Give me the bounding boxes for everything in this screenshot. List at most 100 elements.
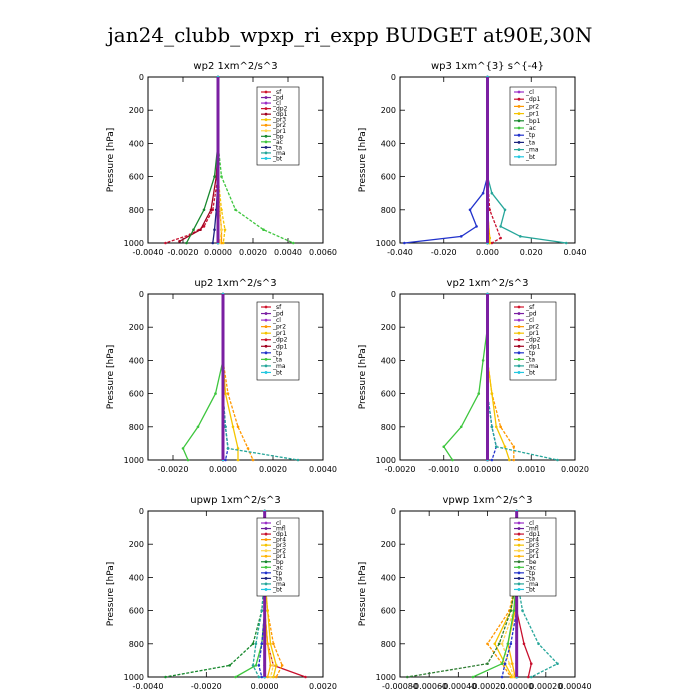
data-point <box>405 675 409 679</box>
data-point <box>490 425 494 429</box>
legend-box <box>256 301 300 381</box>
panels: wp2 1xm^2/s^3 Pressure [hPa] 0 200 400 600 800… <box>106 61 592 691</box>
data-point <box>213 228 216 232</box>
data-point <box>291 241 295 245</box>
y-tick-label: 600 <box>381 607 396 616</box>
x-tick-label: 0.0040 <box>309 465 337 474</box>
data-point <box>459 425 463 429</box>
legend-marker <box>517 338 521 342</box>
legend-marker <box>517 141 521 144</box>
y-tick-label: 1000 <box>124 456 144 465</box>
legend-label: _pr1 <box>525 553 539 560</box>
legend-marker <box>264 338 268 342</box>
legend-label: _pr3 <box>272 117 286 124</box>
legend-label: _pr2 <box>272 548 286 555</box>
legend-marker <box>264 554 268 558</box>
x-tick-label: 0.0020 <box>259 465 287 474</box>
y-tick-label: 1000 <box>376 239 396 248</box>
legend-label: _tp <box>525 570 535 577</box>
panel-title: upwp 1xm^2/s^3 <box>190 495 280 506</box>
legend-marker <box>264 96 268 99</box>
data-point <box>537 642 540 646</box>
legend-marker <box>264 134 268 138</box>
data-point <box>304 675 307 679</box>
data-point <box>475 225 478 228</box>
legend-label: _dp1 <box>272 343 288 350</box>
data-point <box>234 675 237 679</box>
legend-marker <box>264 560 268 564</box>
series-line-ta <box>442 294 489 461</box>
legend-box <box>256 517 300 597</box>
data-point <box>481 191 485 195</box>
data-point <box>529 662 533 666</box>
legend-marker <box>517 357 521 361</box>
y-tick-label: 0 <box>391 507 396 516</box>
y-axis-label: Pressure [hPa] <box>358 345 368 410</box>
x-tick-label: 0.0010 <box>517 465 545 474</box>
legend-label: _bp <box>272 133 284 140</box>
data-point <box>488 241 491 245</box>
data-point <box>508 662 511 666</box>
legend-label: _tp <box>525 132 535 139</box>
legend-marker <box>264 549 268 553</box>
data-point <box>185 241 188 245</box>
legend-marker <box>264 325 268 329</box>
data-point <box>490 458 494 462</box>
y-tick-label: 400 <box>129 573 144 582</box>
legend-label: _ta <box>525 575 535 582</box>
data-point <box>468 208 472 212</box>
legend-label: _ma <box>272 150 286 157</box>
data-point <box>202 225 206 228</box>
data-point <box>481 359 485 362</box>
legend-label: _pr3 <box>272 542 286 549</box>
legend-label: _ta <box>272 575 282 582</box>
x-tick-label: -0.00060 <box>411 682 447 691</box>
data-point <box>199 228 202 232</box>
y-tick-label: 200 <box>381 106 396 115</box>
y-tick-label: 600 <box>381 173 396 182</box>
legend-marker <box>517 148 521 152</box>
legend-marker <box>517 576 521 580</box>
series-line-be <box>407 511 518 678</box>
legend-label: _dp1 <box>525 96 541 103</box>
data-point <box>224 425 227 429</box>
legend-label: _dp2 <box>272 106 288 113</box>
y-tick-label: 0 <box>139 73 144 82</box>
legend-label: _mfl <box>525 526 539 533</box>
y-tick-label: 600 <box>381 390 396 399</box>
legend-marker <box>517 112 521 115</box>
data-point <box>214 392 217 395</box>
legend-marker <box>517 318 521 322</box>
series-line-bp <box>185 77 219 244</box>
data-point <box>500 662 504 666</box>
y-tick-label: 200 <box>129 323 144 332</box>
legend-label: _cl <box>525 317 534 324</box>
data-point <box>521 609 524 612</box>
data-point <box>251 458 255 462</box>
x-tick-label: 0.0000 <box>474 465 502 474</box>
y-tick-label: 400 <box>129 356 144 365</box>
legend-marker <box>264 364 268 368</box>
panel-title: wp2 1xm^2/s^3 <box>193 61 277 72</box>
data-point <box>490 241 494 245</box>
data-point <box>260 609 264 612</box>
legend-marker <box>517 549 521 553</box>
data-point <box>196 425 200 429</box>
legend-label: _pd <box>525 311 537 318</box>
data-point <box>499 225 502 228</box>
legend-marker <box>264 118 268 122</box>
legend-marker <box>264 565 268 569</box>
y-axis-label: Pressure [hPa] <box>106 345 116 410</box>
x-tick-label: 0.0020 <box>309 682 337 691</box>
data-point <box>246 447 250 450</box>
x-tick-label: -0.020 <box>431 248 457 257</box>
y-tick-label: 200 <box>129 540 144 549</box>
panel-6: vpwp 1xm^2/s^3 Pressure [hPa] 0 200 400 600 80… <box>358 495 592 691</box>
data-point <box>556 458 559 462</box>
legend-marker <box>517 325 521 329</box>
legend-marker <box>517 305 521 309</box>
y-axis-label: Pressure [hPa] <box>358 562 368 627</box>
legend-marker <box>517 105 521 108</box>
data-point <box>519 235 522 238</box>
data-point <box>211 241 215 245</box>
